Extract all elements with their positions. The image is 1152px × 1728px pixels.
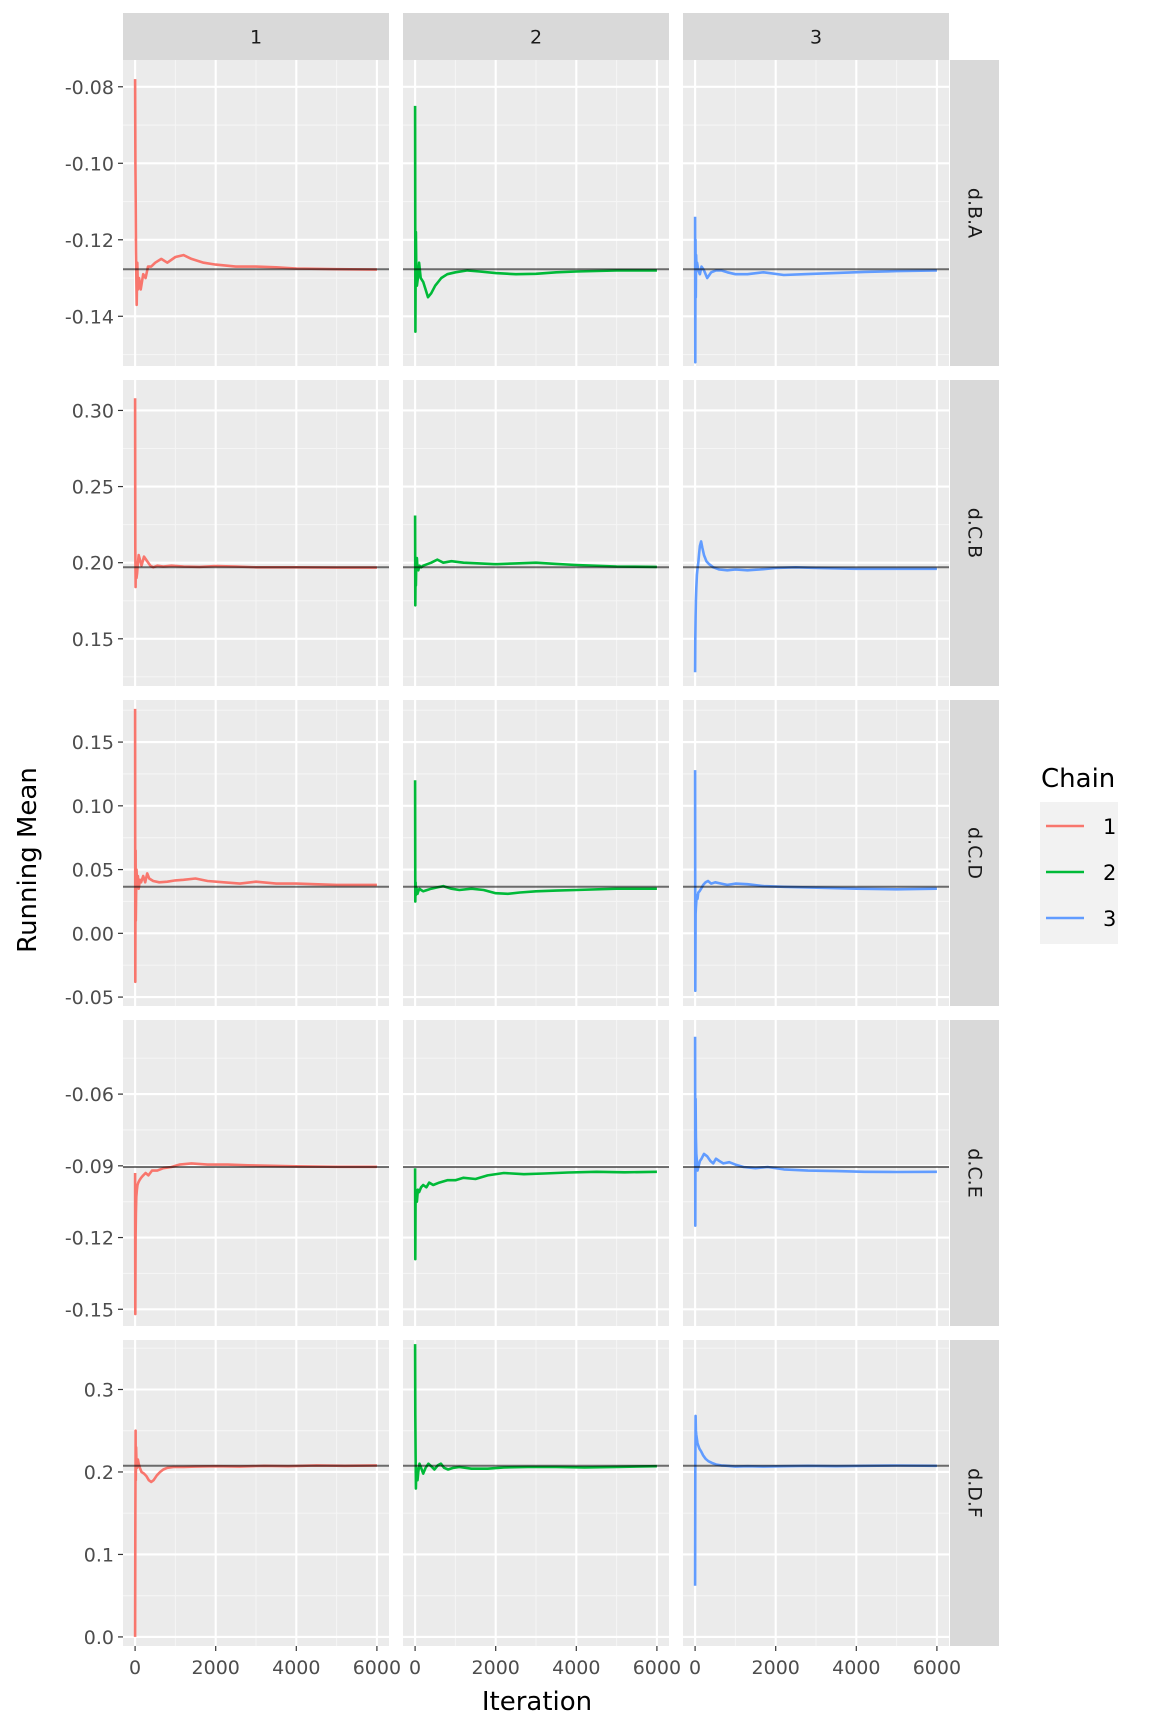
column-strip-label: 1	[250, 27, 262, 49]
x-tick-label: 4000	[272, 1657, 320, 1679]
facet-panel	[403, 60, 669, 366]
x-tick-label: 6000	[633, 1657, 681, 1679]
facet-panel	[683, 60, 949, 366]
legend-label: 2	[1103, 861, 1116, 885]
y-tick-label: -0.08	[65, 77, 114, 99]
y-tick-label: -0.15	[65, 1299, 114, 1321]
legend-label: 3	[1103, 907, 1116, 931]
y-tick-label: -0.09	[65, 1156, 114, 1178]
y-tick-label: 0.0	[84, 1627, 114, 1649]
y-tick-label: 0.1	[84, 1544, 114, 1566]
row-strip-label: d.C.D	[964, 827, 986, 879]
facet-panel	[123, 1340, 389, 1646]
row-strip-label: d.D.F	[964, 1468, 986, 1518]
y-tick-label: 0.10	[72, 796, 114, 818]
column-strip	[403, 13, 669, 60]
facet-panel	[683, 1340, 949, 1646]
x-tick-label: 2000	[472, 1657, 520, 1679]
x-axes: 0 2000 4000 6000 0 2000 4000 6000 0 2000 4000 6000	[129, 1646, 961, 1679]
row-strips: d.B.A d.C.B d.C.D d.C.E d.D.F	[950, 60, 999, 1646]
facet-panel	[123, 700, 389, 1006]
row-strip-label: d.C.E	[964, 1148, 986, 1197]
y-tick-label: 0.3	[84, 1379, 114, 1401]
y-tick-label: 0.2	[84, 1462, 114, 1484]
facet-panel	[683, 700, 949, 1006]
facet-panel	[123, 380, 389, 686]
y-tick-label: -0.10	[65, 153, 114, 175]
series-line-chain-2	[413, 515, 657, 607]
column-strip-label: 2	[530, 27, 542, 49]
facet-panel	[403, 380, 669, 686]
x-axis-title: Iteration	[482, 1687, 592, 1717]
y-tick-label: -0.14	[65, 306, 114, 328]
y-tick-label: 0.30	[72, 400, 114, 422]
row-strip	[950, 1020, 999, 1326]
facet-panel	[403, 1020, 669, 1326]
x-tick-label: 6000	[353, 1657, 401, 1679]
series-line-chain-1	[133, 79, 377, 307]
facet-panel	[123, 1020, 389, 1326]
x-tick-label: 0	[409, 1657, 421, 1679]
row-strip-label: d.B.A	[964, 188, 986, 238]
row-strip	[950, 1340, 999, 1646]
series-line-chain-2	[413, 1168, 657, 1261]
series-line-chain-3	[693, 216, 937, 364]
row-strip	[950, 700, 999, 1006]
x-tick-label: 2000	[192, 1657, 240, 1679]
column-strip	[683, 13, 949, 60]
y-tick-label: 0.05	[72, 860, 114, 882]
facet-panel	[683, 1020, 949, 1326]
series-line-chain-1	[133, 708, 377, 984]
row-strip	[950, 380, 999, 686]
legend: Chain 1 2 3	[1040, 764, 1118, 944]
x-tick-label: 2000	[752, 1657, 800, 1679]
column-strip-label: 3	[810, 27, 822, 49]
legend-label: 1	[1103, 815, 1116, 839]
series-line-chain-1	[133, 1162, 377, 1316]
y-tick-label: 0.15	[72, 629, 114, 651]
facet-panel	[123, 60, 389, 366]
legend-title: Chain	[1041, 764, 1115, 794]
row-strip-label: d.C.B	[964, 508, 986, 558]
y-axes: -0.08 -0.10 -0.12 -0.14 0.30 0.25 0.20 0.15 0.15…	[65, 77, 123, 1649]
facet-panel	[403, 1340, 669, 1646]
x-tick-label: 0	[129, 1657, 141, 1679]
y-axis-title: Running Mean	[13, 767, 43, 953]
row-strip	[950, 60, 999, 366]
x-tick-label: 4000	[552, 1657, 600, 1679]
y-tick-label: 0.15	[72, 732, 114, 754]
y-tick-label: 0.00	[72, 923, 114, 945]
y-tick-label: -0.12	[65, 230, 114, 252]
x-tick-label: 4000	[832, 1657, 880, 1679]
y-tick-label: 0.20	[72, 553, 114, 575]
y-tick-label: 0.25	[72, 477, 114, 499]
y-tick-label: -0.12	[65, 1228, 114, 1250]
facet-panel	[403, 700, 669, 1006]
x-tick-label: 0	[689, 1657, 701, 1679]
series-line-chain-2	[413, 105, 657, 333]
facet-panel	[683, 380, 949, 686]
y-tick-label: -0.05	[65, 987, 114, 1009]
facet-panels	[123, 60, 949, 1646]
y-tick-label: -0.06	[65, 1084, 114, 1106]
column-strips: 1 2 3	[123, 13, 949, 60]
x-tick-label: 6000	[913, 1657, 961, 1679]
column-strip	[123, 13, 389, 60]
series-line-chain-2	[413, 1344, 657, 1490]
series-line-chain-3	[693, 1036, 937, 1227]
